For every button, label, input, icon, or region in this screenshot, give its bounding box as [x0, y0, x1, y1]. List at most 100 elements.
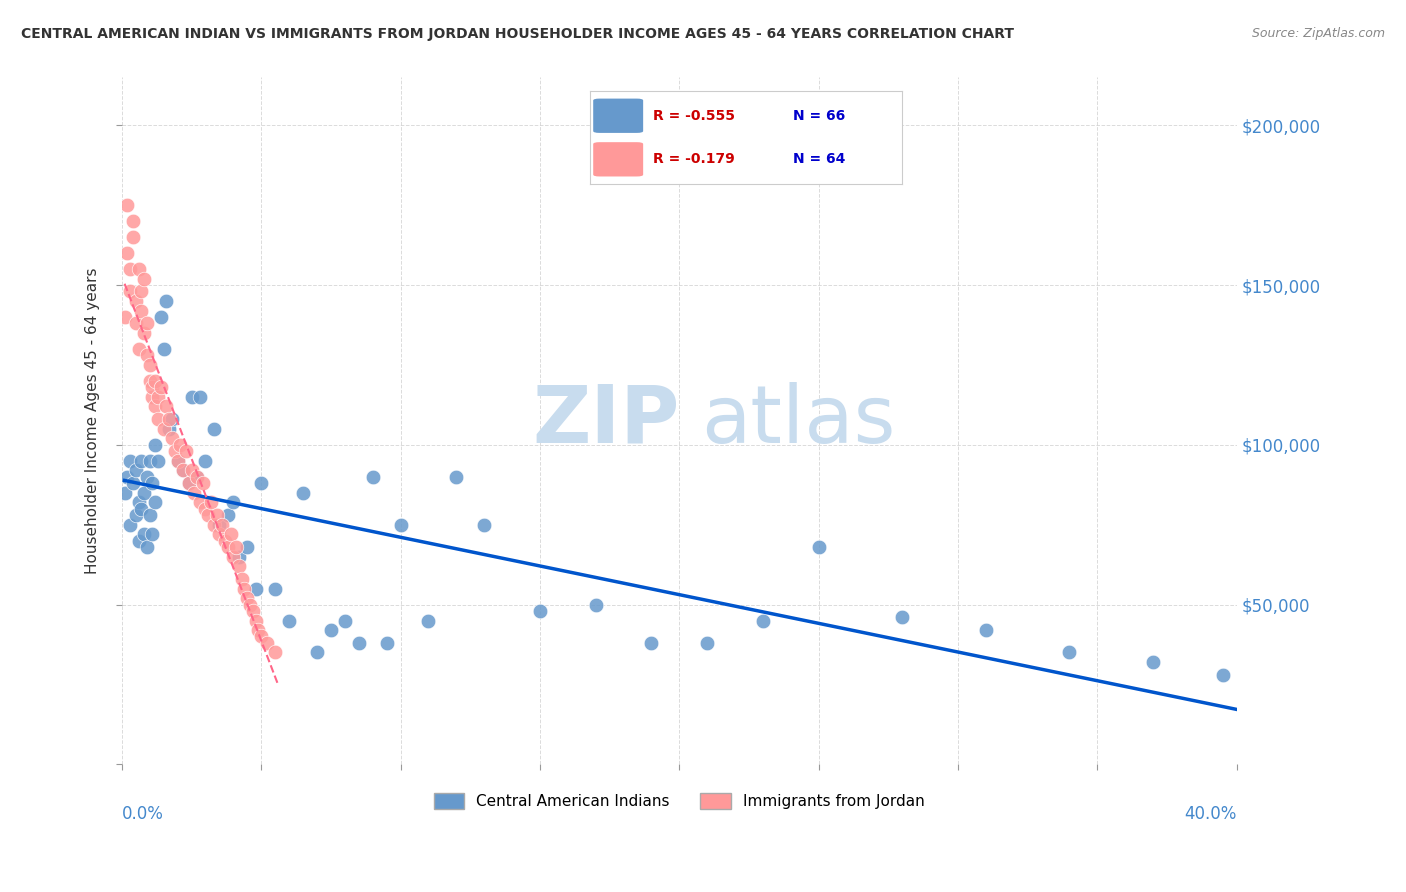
Point	[160, 432, 183, 446]
Point	[264, 645, 287, 659]
Point	[128, 533, 150, 548]
Point	[188, 495, 211, 509]
Point	[143, 438, 166, 452]
Point	[122, 230, 145, 244]
Point	[172, 463, 194, 477]
Text: 40.0%: 40.0%	[1184, 805, 1237, 823]
Point	[225, 540, 247, 554]
Point	[228, 559, 250, 574]
Point	[1142, 655, 1164, 669]
Point	[585, 598, 607, 612]
Point	[134, 527, 156, 541]
Point	[208, 517, 231, 532]
Point	[389, 517, 412, 532]
Point	[120, 285, 142, 299]
Point	[134, 271, 156, 285]
Point	[305, 645, 328, 659]
Point	[228, 549, 250, 564]
Point	[333, 614, 356, 628]
Point	[177, 476, 200, 491]
Text: 0.0%: 0.0%	[122, 805, 163, 823]
Point	[146, 454, 169, 468]
Point	[180, 390, 202, 404]
Text: CENTRAL AMERICAN INDIAN VS IMMIGRANTS FROM JORDAN HOUSEHOLDER INCOME AGES 45 - 6: CENTRAL AMERICAN INDIAN VS IMMIGRANTS FR…	[21, 27, 1014, 41]
Point	[250, 476, 273, 491]
Point	[125, 317, 148, 331]
Point	[891, 610, 914, 624]
Point	[141, 390, 163, 404]
Point	[242, 604, 264, 618]
Point	[197, 508, 219, 522]
Text: Source: ZipAtlas.com: Source: ZipAtlas.com	[1251, 27, 1385, 40]
Point	[361, 469, 384, 483]
Point	[155, 400, 177, 414]
Point	[169, 438, 191, 452]
Point	[239, 598, 262, 612]
Point	[208, 527, 231, 541]
Point	[134, 485, 156, 500]
Point	[807, 540, 830, 554]
Point	[217, 540, 239, 554]
Point	[202, 422, 225, 436]
Point	[191, 476, 214, 491]
Point	[247, 623, 270, 637]
Point	[157, 412, 180, 426]
Text: atlas: atlas	[702, 382, 896, 460]
Point	[141, 527, 163, 541]
Point	[149, 310, 172, 324]
Point	[135, 540, 157, 554]
Point	[114, 310, 136, 324]
Point	[143, 374, 166, 388]
Point	[114, 485, 136, 500]
Point	[120, 262, 142, 277]
Point	[146, 390, 169, 404]
Point	[166, 454, 188, 468]
Point	[122, 476, 145, 491]
Point	[472, 517, 495, 532]
Point	[143, 400, 166, 414]
Point	[640, 636, 662, 650]
Point	[446, 469, 468, 483]
Point	[222, 549, 245, 564]
Point	[152, 422, 174, 436]
Point	[177, 476, 200, 491]
Point	[117, 246, 139, 260]
Point	[1059, 645, 1081, 659]
Point	[135, 348, 157, 362]
Point	[1212, 668, 1234, 682]
Point	[141, 380, 163, 394]
Point	[125, 508, 148, 522]
Point	[131, 454, 153, 468]
Point	[131, 501, 153, 516]
Point	[180, 463, 202, 477]
Point	[222, 495, 245, 509]
Point	[128, 495, 150, 509]
Point	[211, 517, 233, 532]
Point	[157, 422, 180, 436]
Point	[529, 604, 551, 618]
Point	[183, 485, 205, 500]
Legend: Central American Indians, Immigrants from Jordan: Central American Indians, Immigrants fro…	[427, 787, 931, 815]
Point	[160, 412, 183, 426]
Point	[188, 390, 211, 404]
Point	[186, 469, 208, 483]
Point	[292, 485, 315, 500]
Point	[135, 469, 157, 483]
Point	[120, 517, 142, 532]
Point	[245, 582, 267, 596]
Point	[264, 582, 287, 596]
Point	[117, 198, 139, 212]
Point	[219, 527, 242, 541]
Point	[174, 444, 197, 458]
Point	[278, 614, 301, 628]
Point	[752, 614, 775, 628]
Point	[117, 469, 139, 483]
Point	[125, 463, 148, 477]
Point	[256, 636, 278, 650]
Point	[155, 294, 177, 309]
Point	[319, 623, 342, 637]
Point	[347, 636, 370, 650]
Point	[163, 444, 186, 458]
Point	[214, 533, 236, 548]
Point	[131, 285, 153, 299]
